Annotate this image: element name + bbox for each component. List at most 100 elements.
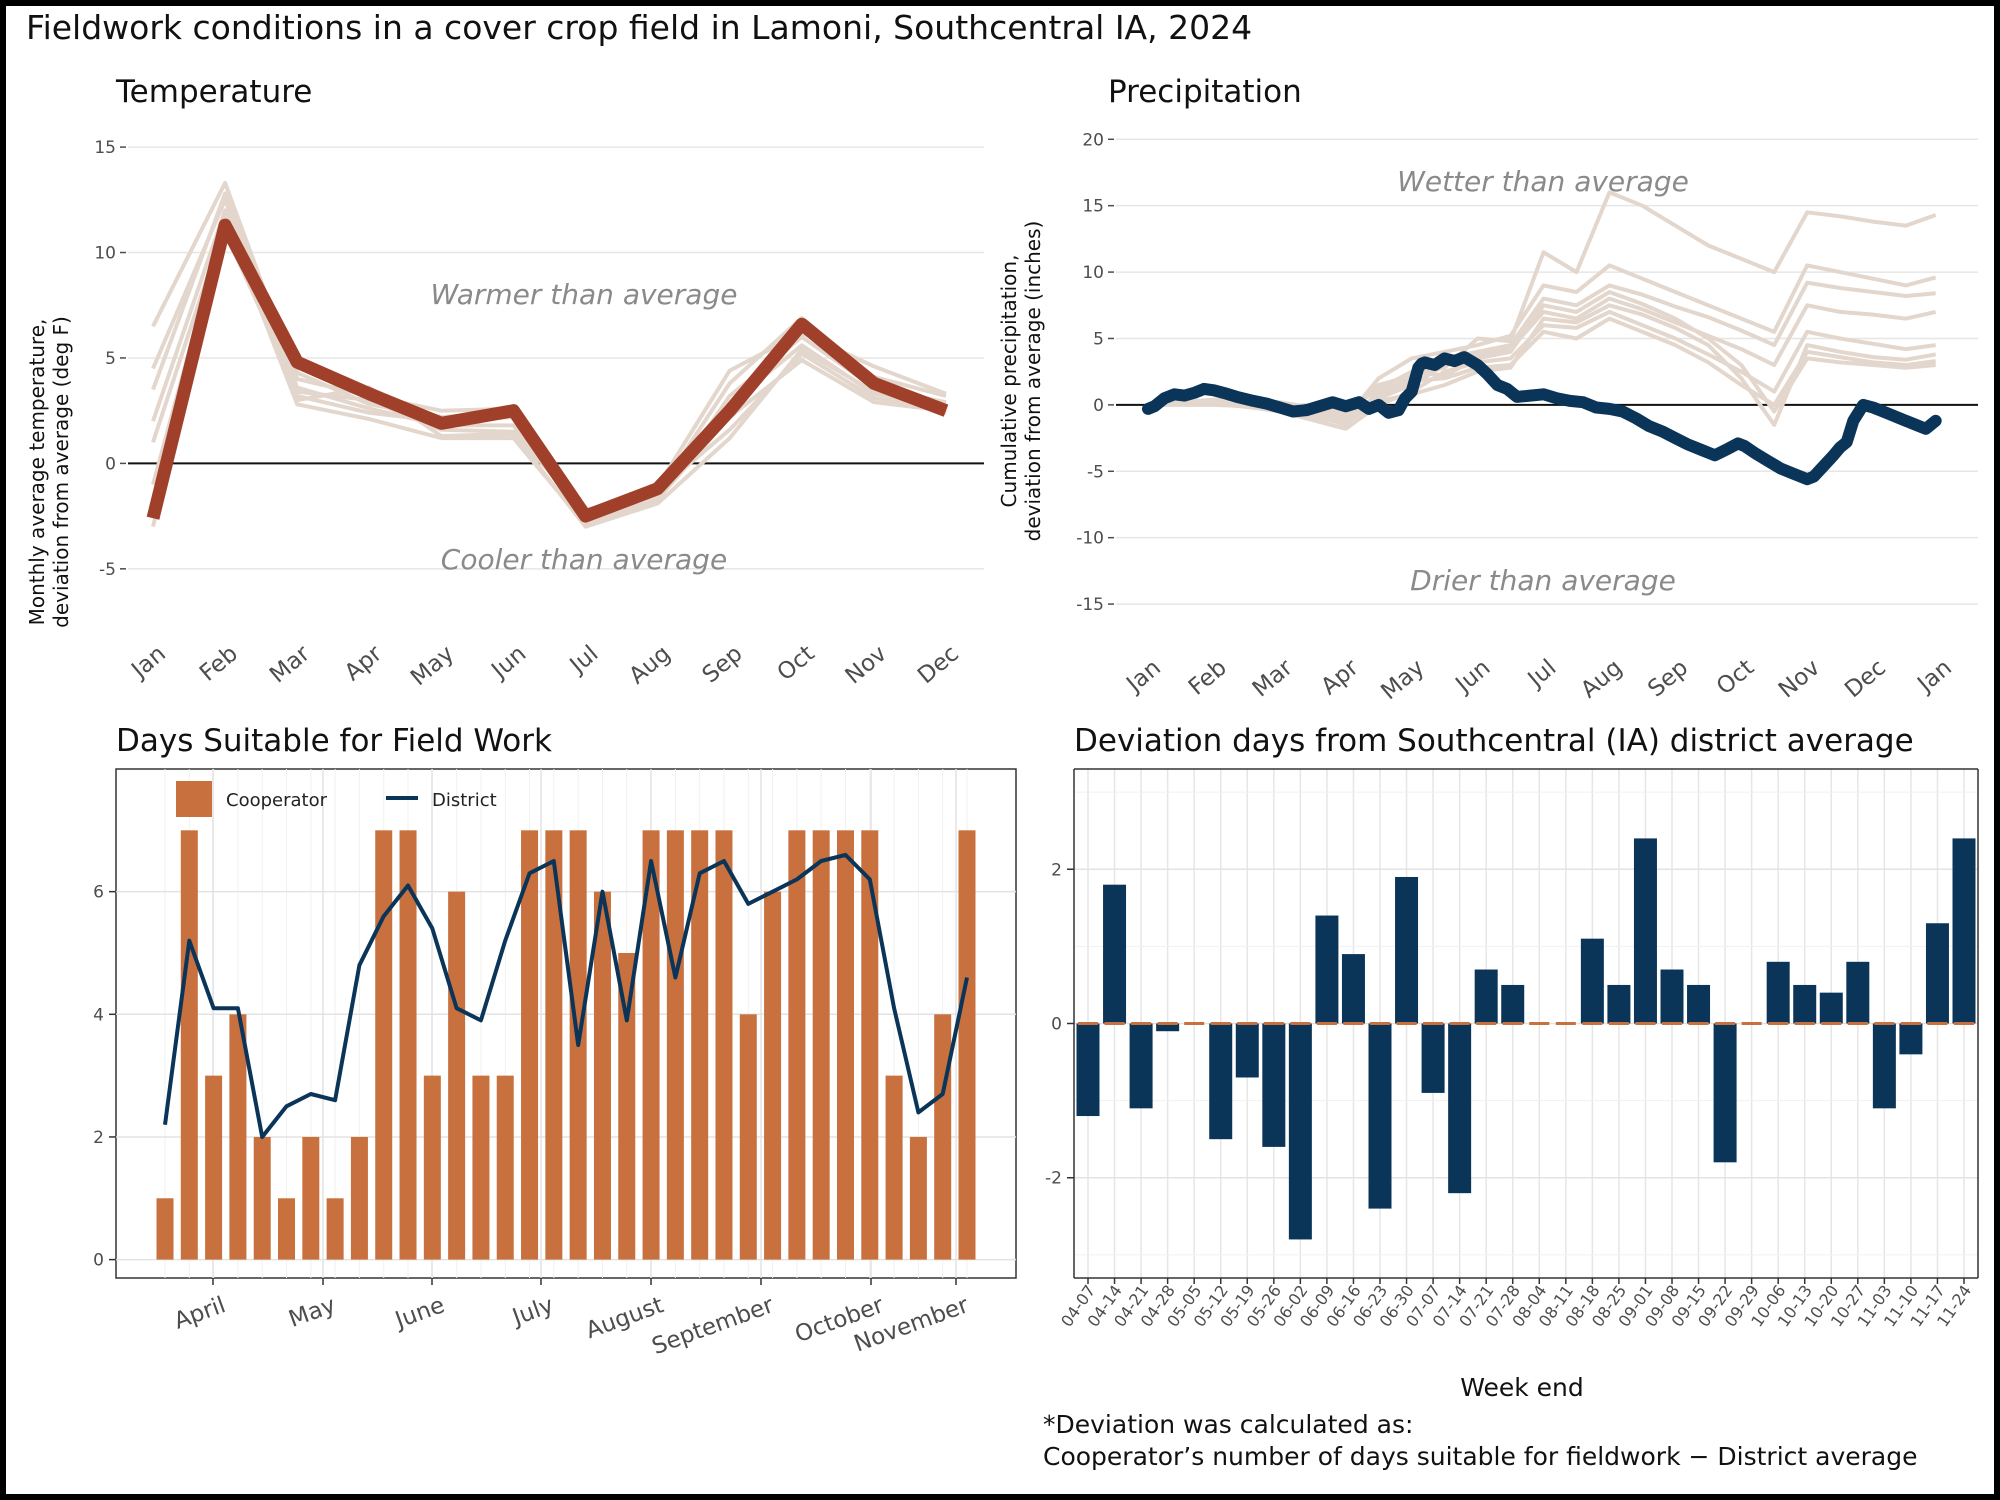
temperature-ylabel-line: Monthly average temperature, xyxy=(25,319,49,626)
district-line xyxy=(163,852,969,1139)
deviation-bar xyxy=(1315,915,1339,1024)
cooperator-bar xyxy=(909,1136,927,1260)
deviation-bar xyxy=(1793,984,1817,1024)
precipitation-xtick-label: Oct xyxy=(1712,655,1759,700)
deviation-bar xyxy=(1501,984,1525,1024)
deviation-bar xyxy=(1448,1023,1472,1194)
temperature-xtick-label: Dec xyxy=(913,641,964,690)
temperature-panel: Temperature -5 0 5 10 15 Jan Feb Mar Apr May Jun Jul… xyxy=(25,74,984,691)
precipitation-ylabel-line: Cumulative precipitation, xyxy=(997,255,1021,508)
precipitation-xtick-label: Aug xyxy=(1576,655,1627,704)
precipitation-xtick-label: Apr xyxy=(1316,654,1364,700)
legend-cooperator-swatch xyxy=(176,781,212,817)
deviation-bar xyxy=(1421,1023,1445,1093)
precipitation-xtick-label: Nov xyxy=(1774,655,1825,704)
cooperator-bar xyxy=(812,830,830,1260)
precipitation-ytick-label: -5 xyxy=(1087,462,1104,482)
days-suitable-xtick-label: April xyxy=(171,1292,229,1334)
legend-cooperator-label: Cooperator xyxy=(226,790,328,811)
deviation-bar xyxy=(1103,884,1127,1024)
precipitation-xtick-label: Jun xyxy=(1450,655,1496,699)
precipitation-ytick-label: 20 xyxy=(1082,130,1104,150)
deviation-bar xyxy=(1129,1023,1153,1109)
precipitation-history-line xyxy=(1147,309,1936,431)
cooperator-bar xyxy=(958,830,976,1260)
precipitation-ytick-label: -10 xyxy=(1076,529,1104,549)
temperature-ytick-label: 15 xyxy=(94,138,116,158)
deviation-bar xyxy=(1607,984,1631,1024)
temperature-xtick-label: Sep xyxy=(698,641,748,689)
precipitation-xtick-label: May xyxy=(1376,655,1429,705)
cooperator-bar xyxy=(593,891,611,1260)
days-suitable-panel: Days Suitable for Field Work 0 2 4 6 April May… xyxy=(93,723,1017,1360)
deviation-bar xyxy=(1713,1023,1737,1163)
footnote-line-1: *Deviation was calculated as: xyxy=(1043,1410,1414,1439)
temperature-xtick-label: Apr xyxy=(340,640,388,686)
charts-canvas: Temperature -5 0 5 10 15 Jan Feb Mar Apr May Jun Jul… xyxy=(25,74,1979,1402)
deviation-panel: Deviation days from Southcentral (IA) di… xyxy=(1045,723,1979,1402)
cooperator-bar xyxy=(302,1136,320,1260)
figure-title: Fieldwork conditions in a cover crop fie… xyxy=(26,8,1253,47)
precipitation-ytick-label: 5 xyxy=(1093,329,1104,349)
temperature-annotation-cooler: Cooler than average xyxy=(441,543,727,576)
cooperator-bar xyxy=(472,1075,490,1260)
precipitation-xtick-label: Sep xyxy=(1643,655,1693,703)
deviation-bar xyxy=(1368,1023,1392,1209)
cooperator-bar xyxy=(666,830,684,1260)
cooperator-bar xyxy=(180,830,198,1260)
temperature-xtick-label: Oct xyxy=(772,641,819,686)
days-suitable-ytick-label: 0 xyxy=(93,1251,104,1271)
days-suitable-ytick-label: 6 xyxy=(93,883,104,903)
cooperator-bar xyxy=(764,891,782,1260)
cooperator-bar xyxy=(691,830,709,1260)
days-suitable-ytick-label: 4 xyxy=(93,1005,104,1025)
deviation-bar xyxy=(1288,1023,1312,1240)
days-suitable-plot-area xyxy=(115,768,1017,1279)
precipitation-xtick-label: Mar xyxy=(1248,654,1298,702)
deviation-bar xyxy=(1633,838,1657,1024)
temperature-ylabel-line: deviation from average (deg F) xyxy=(49,316,73,628)
cooperator-bar xyxy=(253,1136,271,1260)
precipitation-xtick-label: Jan xyxy=(1911,655,1956,699)
deviation-bar xyxy=(1156,1023,1180,1032)
figure: Fieldwork conditions in a cover crop fie… xyxy=(6,6,1994,1494)
cooperator-bar xyxy=(423,1075,441,1260)
deviation-title: Deviation days from Southcentral (IA) di… xyxy=(1074,723,1914,759)
cooperator-bar xyxy=(521,830,539,1260)
deviation-ytick-label: 2 xyxy=(1051,860,1062,880)
cooperator-bar xyxy=(885,1075,903,1260)
temperature-xtick-label: Aug xyxy=(624,641,675,690)
deviation-bar xyxy=(1209,1023,1233,1140)
deviation-bar xyxy=(1899,1023,1923,1055)
deviation-bar xyxy=(1262,1023,1286,1147)
deviation-bar xyxy=(1474,969,1498,1024)
precipitation-panel: Precipitation -15 -10 -5 0 5 10 15 20 Jan Feb Mar Ap… xyxy=(997,74,1978,705)
deviation-ytick-label: -2 xyxy=(1045,1169,1062,1189)
cooperator-bar xyxy=(642,830,660,1260)
precipitation-2024-line xyxy=(1142,351,1942,486)
deviation-bar xyxy=(1846,961,1870,1024)
deviation-bar xyxy=(1660,969,1684,1024)
precipitation-ytick-label: -15 xyxy=(1076,595,1104,615)
cooperator-bar xyxy=(326,1198,344,1260)
temperature-annotation-warmer: Warmer than average xyxy=(431,278,738,311)
deviation-bar xyxy=(1076,1023,1100,1117)
deviation-bar xyxy=(1952,838,1976,1024)
cooperator-bar xyxy=(861,830,879,1260)
deviation-ytick-label: 0 xyxy=(1051,1015,1062,1035)
temperature-xtick-label: Jan xyxy=(125,641,170,685)
cooperator-bar xyxy=(350,1136,368,1260)
cooperator-bar xyxy=(375,830,393,1260)
cooperator-bar xyxy=(399,830,417,1260)
deviation-bar xyxy=(1872,1023,1896,1109)
cooperator-bar xyxy=(618,952,636,1260)
cooperator-bar xyxy=(205,1075,223,1260)
cooperator-bar xyxy=(934,1014,952,1260)
deviation-xlabel: Week end xyxy=(1460,1373,1584,1402)
temperature-ylabel: Monthly average temperature,deviation fr… xyxy=(25,316,73,628)
cooperator-bar xyxy=(156,1198,174,1260)
precipitation-annotation-wetter: Wetter than average xyxy=(1397,165,1689,198)
cooperator-bar xyxy=(545,830,563,1260)
temperature-ytick-label: 10 xyxy=(94,244,116,264)
days-suitable-ytick-label: 2 xyxy=(93,1128,104,1148)
